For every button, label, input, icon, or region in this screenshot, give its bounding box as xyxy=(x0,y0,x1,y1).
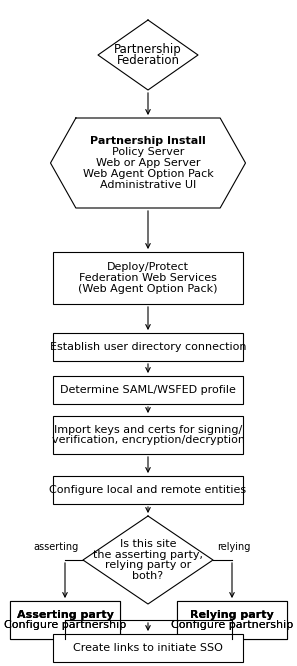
Text: Configure local and remote entities: Configure local and remote entities xyxy=(49,485,247,495)
FancyBboxPatch shape xyxy=(53,476,243,504)
Text: Relying party: Relying party xyxy=(190,609,274,619)
Text: Relying party: Relying party xyxy=(190,609,274,619)
Text: Partnership: Partnership xyxy=(114,43,182,56)
Text: Establish user directory connection: Establish user directory connection xyxy=(50,342,246,352)
Polygon shape xyxy=(50,118,246,208)
Text: Determine SAML/WSFED profile: Determine SAML/WSFED profile xyxy=(60,385,236,395)
FancyBboxPatch shape xyxy=(177,601,287,639)
Text: the asserting party,: the asserting party, xyxy=(93,549,203,559)
Text: Web Agent Option Pack: Web Agent Option Pack xyxy=(83,168,213,178)
Text: (Web Agent Option Pack): (Web Agent Option Pack) xyxy=(78,284,218,294)
Text: both?: both? xyxy=(132,571,164,581)
Text: Partnership Install: Partnership Install xyxy=(90,137,206,147)
Text: asserting: asserting xyxy=(34,542,79,552)
FancyBboxPatch shape xyxy=(10,601,120,639)
Text: Configure partnership: Configure partnership xyxy=(4,621,126,631)
FancyBboxPatch shape xyxy=(10,601,120,639)
FancyBboxPatch shape xyxy=(177,601,287,639)
FancyBboxPatch shape xyxy=(53,416,243,454)
Text: Asserting party: Asserting party xyxy=(17,609,113,619)
Text: Deploy/Protect: Deploy/Protect xyxy=(107,262,189,272)
Text: Federation Web Services: Federation Web Services xyxy=(79,273,217,283)
Text: Configure partnership: Configure partnership xyxy=(4,621,126,631)
FancyBboxPatch shape xyxy=(53,333,243,361)
Text: Configure partnership: Configure partnership xyxy=(171,621,293,631)
FancyBboxPatch shape xyxy=(53,252,243,304)
Text: Web or App Server: Web or App Server xyxy=(96,158,200,168)
Polygon shape xyxy=(83,516,213,604)
Text: Asserting party: Asserting party xyxy=(17,609,113,619)
Polygon shape xyxy=(98,20,198,90)
FancyBboxPatch shape xyxy=(53,376,243,404)
Text: Is this site: Is this site xyxy=(120,539,176,549)
Text: Administrative UI: Administrative UI xyxy=(100,180,196,190)
Text: verification, encryption/decryption: verification, encryption/decryption xyxy=(51,436,244,446)
FancyBboxPatch shape xyxy=(53,634,243,662)
Text: Import keys and certs for signing/: Import keys and certs for signing/ xyxy=(54,425,242,435)
Text: Policy Server: Policy Server xyxy=(112,147,184,157)
Text: Create links to initiate SSO: Create links to initiate SSO xyxy=(73,643,223,653)
Text: relying: relying xyxy=(217,542,250,552)
Text: Federation: Federation xyxy=(116,54,179,67)
Text: relying party or: relying party or xyxy=(105,560,191,570)
Text: Configure partnership: Configure partnership xyxy=(171,621,293,631)
